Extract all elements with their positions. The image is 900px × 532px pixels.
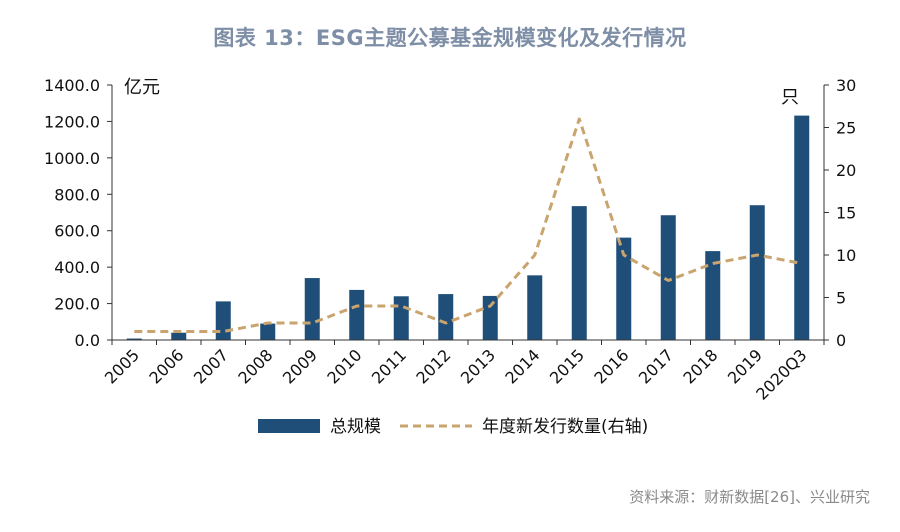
bar-2008	[260, 323, 276, 340]
y-left-tick-label: 400.0	[54, 258, 100, 277]
chart-plot: 0.0 200.0 400.0 600.0 800.0 1000.0 1200.0 1400.…	[44, 76, 856, 437]
bar-2019	[749, 205, 765, 340]
y-right-tick-label: 20	[836, 161, 856, 180]
x-tick-label: 2008	[234, 345, 276, 387]
x-tick-label: 2012	[412, 345, 454, 387]
bars-layer	[126, 115, 810, 340]
y-right-tick-label: 15	[836, 204, 856, 223]
x-tick-label: 2007	[190, 345, 232, 387]
y-left-tick-label: 0.0	[75, 331, 100, 350]
x-tick-label: 2005	[101, 345, 143, 387]
bar-2018	[705, 251, 721, 340]
x-tick-label: 2019	[724, 345, 766, 387]
y-right-tick-label: 0	[836, 331, 846, 350]
axes-layer: 0.0 200.0 400.0 600.0 800.0 1000.0 1200.0 1400.…	[44, 76, 856, 404]
legend: 总规模 年度新发行数量(右轴)	[258, 417, 648, 437]
x-tick-label: 2017	[635, 345, 677, 387]
y-right-tick-label: 30	[836, 76, 856, 95]
x-tick-label: 2006	[145, 345, 187, 387]
bar-2012	[438, 294, 454, 340]
legend-bar-label: 总规模	[330, 417, 381, 437]
chart-title: 图表 13：ESG主题公募基金规模变化及发行情况	[213, 26, 687, 50]
y-left-tick-label: 1400.0	[44, 76, 100, 95]
bar-2007	[215, 301, 231, 340]
legend-bar-swatch	[258, 419, 320, 433]
x-tick-label: 2015	[546, 345, 588, 387]
y-right-tick-label: 10	[836, 246, 856, 265]
x-tick-label: 2013	[457, 345, 499, 387]
bar-2010	[349, 289, 365, 340]
bar-2006	[171, 332, 187, 340]
bar-2014	[527, 275, 543, 340]
y-left-unit: 亿元	[124, 77, 160, 98]
line-layer	[134, 117, 803, 333]
y-left-tick-label: 600.0	[54, 222, 100, 241]
bar-2016	[616, 237, 632, 340]
y-right-unit: 只	[781, 87, 799, 108]
x-tick-label: 2009	[279, 345, 321, 387]
bar-2015	[571, 206, 587, 340]
bar-2011	[393, 296, 409, 340]
bar-2020Q3	[794, 115, 810, 340]
x-tick-label: 2014	[501, 345, 543, 387]
y-left-tick-label: 1200.0	[44, 112, 100, 131]
bar-2009	[304, 278, 320, 340]
source-note: 资料来源：财新数据[26]、兴业研究	[629, 488, 870, 506]
x-tick-label: 2010	[323, 345, 365, 387]
bar-2017	[660, 215, 676, 340]
x-tick-label: 2011	[368, 345, 410, 387]
y-right-tick-label: 25	[836, 119, 856, 138]
y-left-tick-label: 200.0	[54, 295, 100, 314]
x-tick-label: 2016	[590, 345, 632, 387]
y-left-tick-label: 800.0	[54, 185, 100, 204]
y-right-tick-label: 5	[836, 289, 846, 308]
legend-line-label: 年度新发行数量(右轴)	[482, 417, 648, 437]
bar-2005	[126, 338, 142, 340]
bar-2013	[482, 295, 498, 340]
y-left-tick-label: 1000.0	[44, 149, 100, 168]
series-line	[134, 117, 803, 333]
x-tick-label: 2018	[679, 345, 721, 387]
